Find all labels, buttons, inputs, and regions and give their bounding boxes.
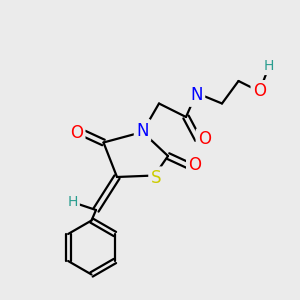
Text: H: H [189, 83, 199, 97]
Text: O: O [70, 124, 83, 142]
Text: O: O [198, 130, 211, 148]
Text: H: H [263, 59, 274, 73]
Text: N: N [190, 86, 203, 104]
Text: O: O [188, 156, 202, 174]
Text: S: S [151, 169, 161, 187]
Text: N: N [136, 122, 149, 140]
Text: H: H [68, 196, 78, 209]
Text: O: O [253, 82, 266, 100]
